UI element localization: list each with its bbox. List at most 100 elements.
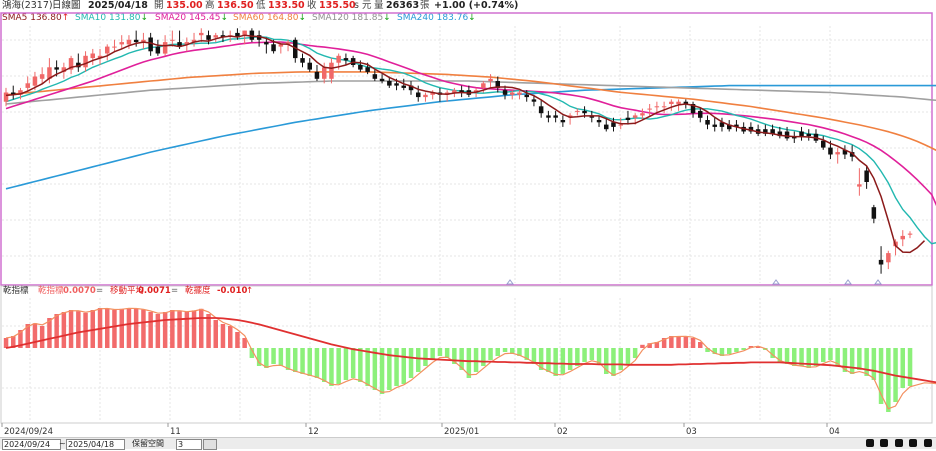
reset-icon[interactable] (924, 439, 932, 447)
candle-body (314, 71, 320, 79)
candle-body (784, 131, 790, 139)
osc-bar (162, 312, 168, 348)
osc-bar (538, 348, 544, 370)
osc-bar (242, 338, 247, 348)
candle-body (676, 101, 681, 104)
osc-bar (654, 342, 660, 348)
candle-body (25, 83, 30, 88)
candle-body (141, 39, 146, 43)
osc-bar (741, 348, 746, 350)
osc-bar (307, 348, 312, 376)
scroll-left-icon[interactable] (894, 439, 903, 447)
to-date-input[interactable]: 2025/04/18 (66, 439, 125, 450)
osc-bar (864, 348, 869, 376)
osc-bar (546, 348, 551, 372)
candle-body (886, 253, 891, 263)
osc-bar (886, 348, 891, 412)
candle-body (249, 30, 255, 40)
candle-body (322, 67, 327, 79)
low-label: 低 (256, 0, 266, 11)
osc-bar (849, 348, 855, 374)
candle-body (618, 124, 623, 126)
candle-body (18, 90, 23, 95)
keep-space-input[interactable]: 3 (176, 439, 202, 450)
marker-icon (506, 279, 514, 285)
x-tick-label: 02 (557, 427, 568, 437)
osc-bar (18, 330, 23, 348)
osc-bar (119, 308, 124, 348)
candle-body (256, 35, 262, 40)
osc-bar (148, 312, 153, 348)
candle-body (806, 133, 811, 137)
toolbar-icons (862, 439, 932, 451)
x-tick-label: 2024/09/24 (4, 427, 53, 437)
osc-bar (567, 348, 573, 370)
osc-bar (372, 348, 378, 390)
candle-body (68, 58, 74, 70)
quote-header: 鴻海(2317) 日線圖 2025/04/18 開 135.00 高 136.5… (0, 0, 936, 12)
candle-body (213, 35, 218, 38)
osc-bar (647, 343, 652, 348)
osc-bar (47, 318, 52, 348)
stock-name: 鴻海(2317) (2, 0, 53, 11)
candle-body (495, 81, 500, 88)
osc-ma-line (5, 317, 936, 384)
x-tick-label: 03 (686, 427, 697, 437)
high-label: 高 (205, 0, 215, 11)
sma120-line (5, 80, 936, 105)
osc-bar (611, 348, 616, 376)
apply-button[interactable] (203, 439, 217, 450)
marker-icon (844, 279, 852, 285)
close-value: 135.50 (319, 0, 356, 11)
osc-bar (408, 348, 414, 378)
candle-body (546, 115, 551, 118)
candle-body (307, 62, 312, 70)
candle-body (654, 106, 660, 108)
scroll-right-icon[interactable] (909, 439, 918, 447)
open-value: 135.00 (166, 0, 203, 11)
osc-bar (387, 348, 392, 390)
candle-body (517, 92, 522, 95)
osc-bar (705, 348, 710, 352)
candle-body (502, 90, 508, 95)
marker-icon (874, 279, 882, 285)
osc-bar (220, 324, 226, 348)
osc-name: 乾指標 (3, 286, 29, 296)
from-date-input[interactable]: 2024/09/24 (2, 439, 61, 450)
osc-bar (141, 309, 146, 348)
osc-bar (806, 348, 811, 368)
osc-bar (524, 348, 529, 360)
range-separator: ~ (59, 439, 66, 448)
volume-unit: 張 (420, 0, 430, 11)
candle-body (401, 85, 406, 88)
sma60-line (5, 71, 936, 152)
osc-bar (191, 310, 197, 348)
zoom-out-icon[interactable] (880, 439, 889, 447)
osc-bar (76, 311, 81, 348)
osc-b-arrow: = (171, 286, 179, 296)
zoom-in-icon[interactable] (865, 439, 874, 447)
candle-body (625, 117, 631, 120)
range-bar: 2024/09/24 ~ 2025/04/18 保留空間 3 (0, 437, 936, 451)
osc-bar (206, 314, 211, 348)
candle-body (336, 55, 341, 63)
candle-body (126, 39, 132, 45)
osc-bar (690, 338, 696, 348)
candle-body (394, 83, 399, 86)
osc-bar (264, 348, 269, 368)
osc-bar (878, 348, 884, 404)
candle-body (39, 74, 45, 79)
osc-a-label: 乾指標 (38, 286, 64, 296)
candle-body (864, 170, 869, 182)
candle-body (690, 104, 696, 114)
candle-body (271, 44, 276, 52)
osc-bar (777, 348, 783, 362)
candle-body (278, 44, 284, 47)
candle-body (264, 42, 269, 45)
candle-body (112, 46, 117, 48)
osc-bar (430, 348, 435, 360)
osc-bar (531, 348, 537, 364)
osc-c-arrow: ↑ (246, 286, 254, 296)
osc-bar (799, 348, 804, 366)
ma-legend-item: SMA60 164.80↓ (233, 13, 306, 23)
